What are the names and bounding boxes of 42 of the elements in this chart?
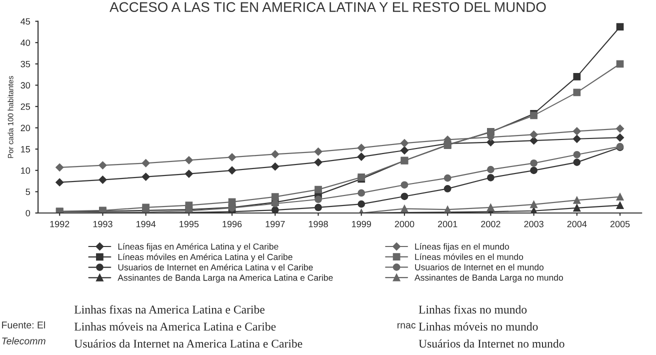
x-tick-label: 1995 (180, 220, 199, 228)
text: Usuários da Internet no mundo (418, 339, 564, 348)
legend-label: Assinantes de Banda Larga no mundo (414, 274, 563, 282)
text: rnac (398, 323, 416, 328)
text: Usuários da Internet na America Latina e Caribe (74, 339, 302, 348)
y-tick-label: 45 (20, 18, 30, 25)
x-tick-label: 2003 (524, 220, 544, 228)
text: Linhas móveis na America Latina e Caribe (74, 322, 276, 331)
x-tick-label: 1996 (222, 220, 242, 228)
text: Linhas móveis no mundo (418, 322, 538, 331)
legend-label: Líneas fijas en el mundo (415, 243, 509, 252)
x-tick-label: 1993 (93, 220, 112, 228)
legend-label: Assinantes de Banda Larga na America Latina e Caribe (118, 274, 333, 283)
y-tick-label: 30 (20, 82, 30, 89)
x-tick-label: 1997 (266, 220, 285, 228)
x-tick-label: 2001 (438, 220, 458, 228)
x-tick-label: 2002 (481, 220, 500, 228)
legend-label: Líneas móviles en el mundo (415, 253, 524, 260)
text: Telecomm (2, 337, 46, 344)
legend-label: Usuarios de Internet en América Latina v el Caribe (118, 264, 313, 270)
x-tick-label: 1994 (136, 220, 156, 228)
x-tick-label: 2005 (610, 220, 630, 228)
legend-label: Líneas móviles en América Latina y el Caribe (118, 254, 292, 262)
y-tick-label: 10 (21, 167, 30, 174)
x-tick-label: 1992 (50, 220, 70, 228)
y-tick-label: 15 (21, 146, 30, 152)
text: Linhas fixas no mundo (418, 305, 527, 314)
y-tick-label: 40 (20, 40, 30, 46)
y-tick-label: 35 (20, 60, 30, 68)
y-tick-label: 5 (26, 188, 30, 196)
x-tick-label: 1999 (352, 220, 371, 228)
x-tick-label: 2000 (394, 220, 414, 228)
x-tick-label: 1998 (308, 220, 328, 228)
legend-label: Usuarios de Internet en el mundo (415, 264, 544, 270)
y-tick-label: 25 (20, 103, 30, 110)
chart-title: ACCESO A LAS TIC EN AMERICA LATINA Y EL RESTO DEL MUNDO (110, 2, 546, 12)
legend-label: Líneas fijas en América Latina y el Caribe (118, 243, 278, 252)
y-tick-label: 0 (26, 210, 30, 216)
text: Linhas fixas na America Latina e Caribe (74, 305, 264, 314)
source-note: Fuente: El (2, 321, 45, 328)
y-tick-label: 20 (20, 124, 30, 132)
x-tick-label: 2004 (567, 220, 587, 228)
